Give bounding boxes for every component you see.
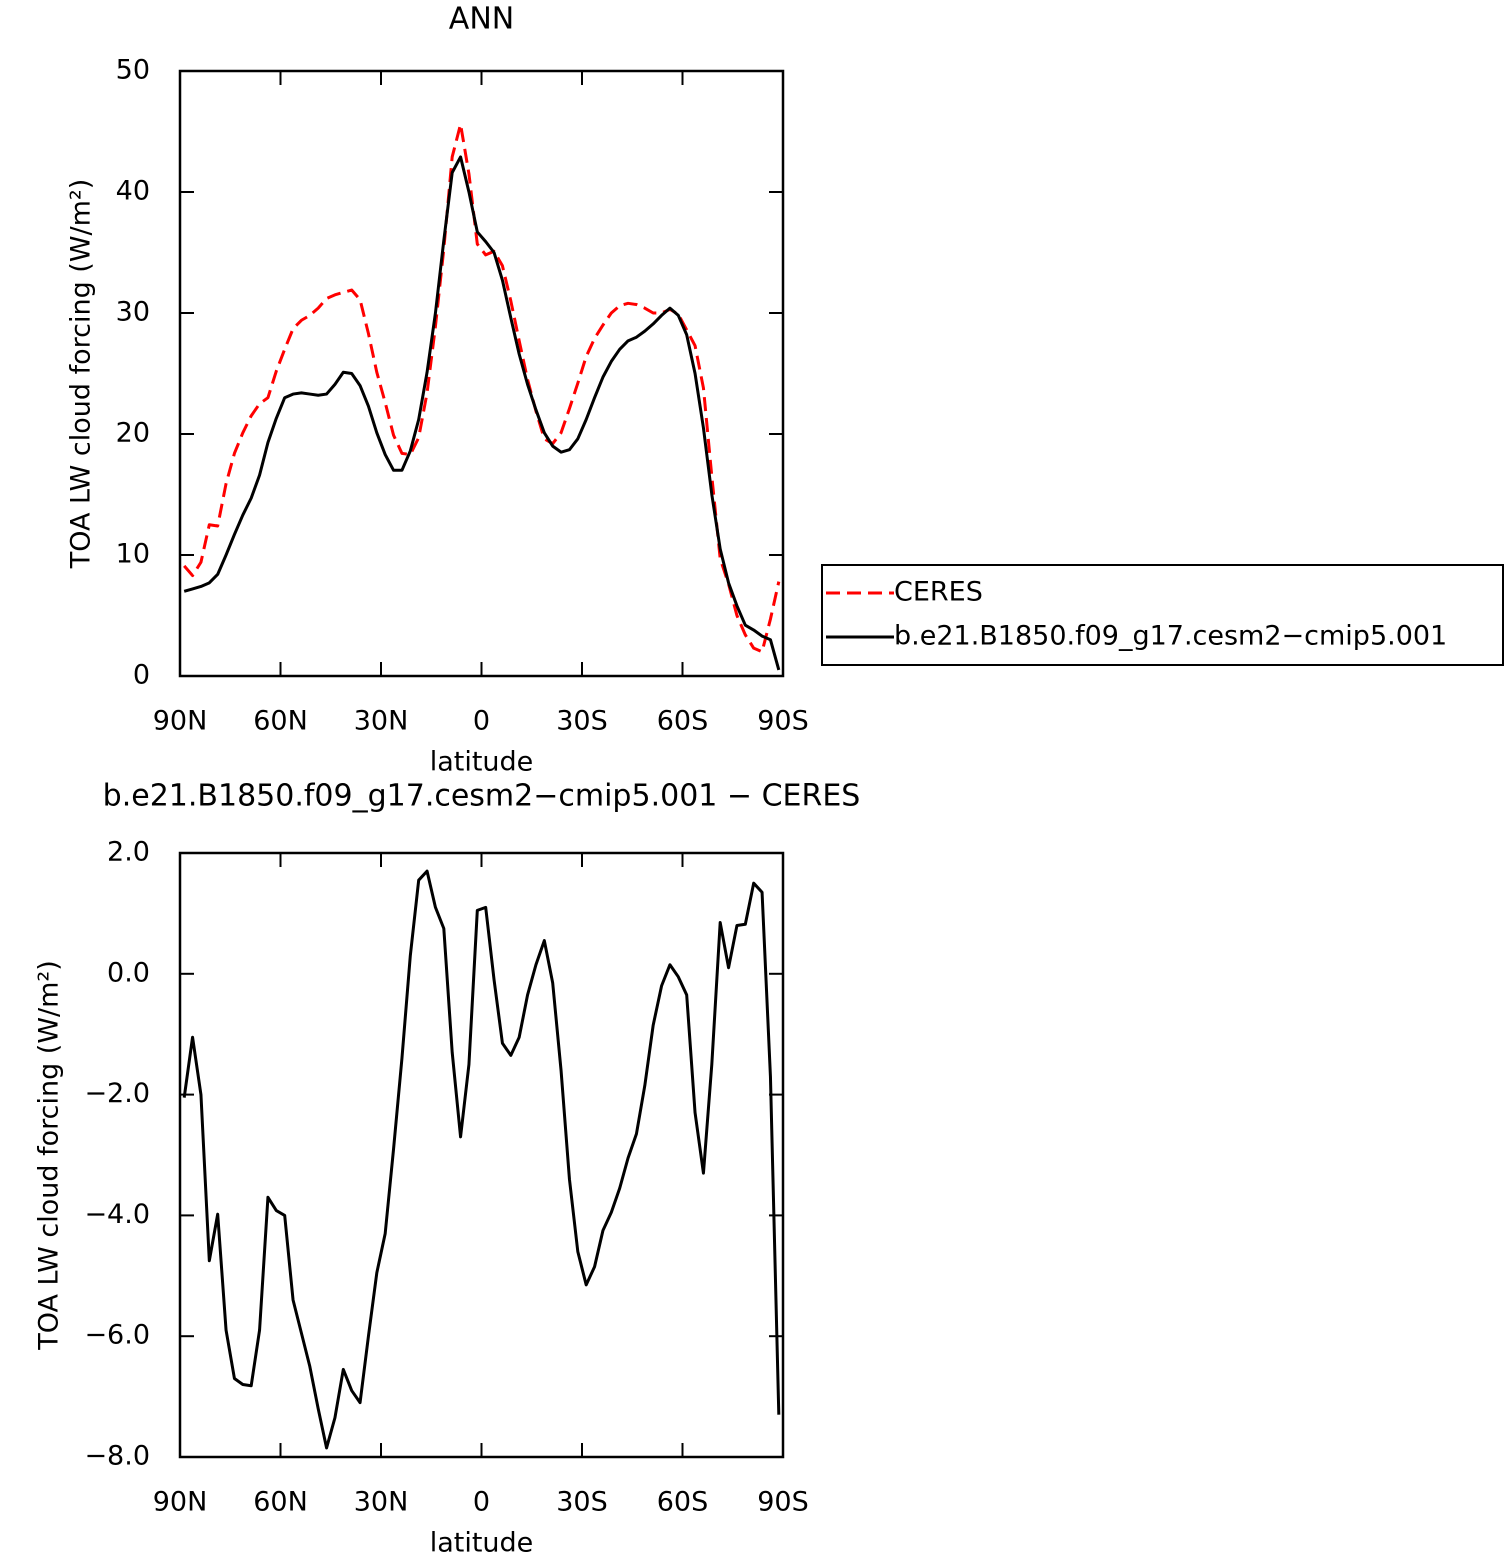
plot-frame (178, 851, 785, 1459)
y-tick-label: 50 (116, 55, 150, 86)
y-axis-label: TOA LW cloud forcing (W/m²) (34, 960, 65, 1351)
chart-title: ANN (449, 2, 514, 37)
y-tick-label: 0 (133, 660, 150, 691)
y-tick-label: 10 (116, 539, 150, 570)
legend-label: CERES (894, 577, 983, 608)
x-tick-label: 30N (354, 1487, 409, 1518)
x-tick-label: 0 (473, 706, 490, 737)
legend-box (821, 564, 1504, 666)
x-tick-label: 60S (657, 706, 709, 737)
x-tick-label: 60S (657, 1487, 709, 1518)
chart-title: b.e21.B1850.f09_g17.cesm2−cmip5.001 − CE… (103, 779, 861, 814)
y-tick-label: 30 (116, 297, 150, 328)
x-tick-label: 30N (354, 706, 409, 737)
y-tick-label: −4.0 (84, 1199, 150, 1230)
x-tick-label: 30S (556, 706, 608, 737)
y-tick-label: −6.0 (84, 1320, 150, 1351)
legend-label: b.e21.B1850.f09_g17.cesm2−cmip5.001 (894, 621, 1447, 652)
x-tick-label: 90S (757, 1487, 809, 1518)
y-tick-label: 0.0 (107, 957, 150, 988)
data-line (182, 869, 781, 1450)
y-tick-label: −8.0 (84, 1441, 150, 1472)
x-tick-label: 90N (153, 706, 208, 737)
y-tick-label: −2.0 (84, 1078, 150, 1109)
y-tick-label: 2.0 (107, 837, 150, 868)
y-tick-label: 40 (116, 176, 150, 207)
x-axis-label: latitude (430, 747, 534, 778)
x-tick-label: 0 (473, 1487, 490, 1518)
y-tick-label: 20 (116, 418, 150, 449)
data-line (183, 122, 781, 654)
x-tick-label: 30S (556, 1487, 608, 1518)
x-tick-label: 90N (153, 1487, 208, 1518)
x-tick-label: 60N (253, 706, 308, 737)
data-line (183, 155, 781, 671)
x-axis-label: latitude (430, 1528, 534, 1559)
x-tick-label: 90S (757, 706, 809, 737)
x-tick-label: 60N (253, 1487, 308, 1518)
y-axis-label: TOA LW cloud forcing (W/m²) (66, 179, 97, 570)
plot-frame (178, 69, 785, 678)
